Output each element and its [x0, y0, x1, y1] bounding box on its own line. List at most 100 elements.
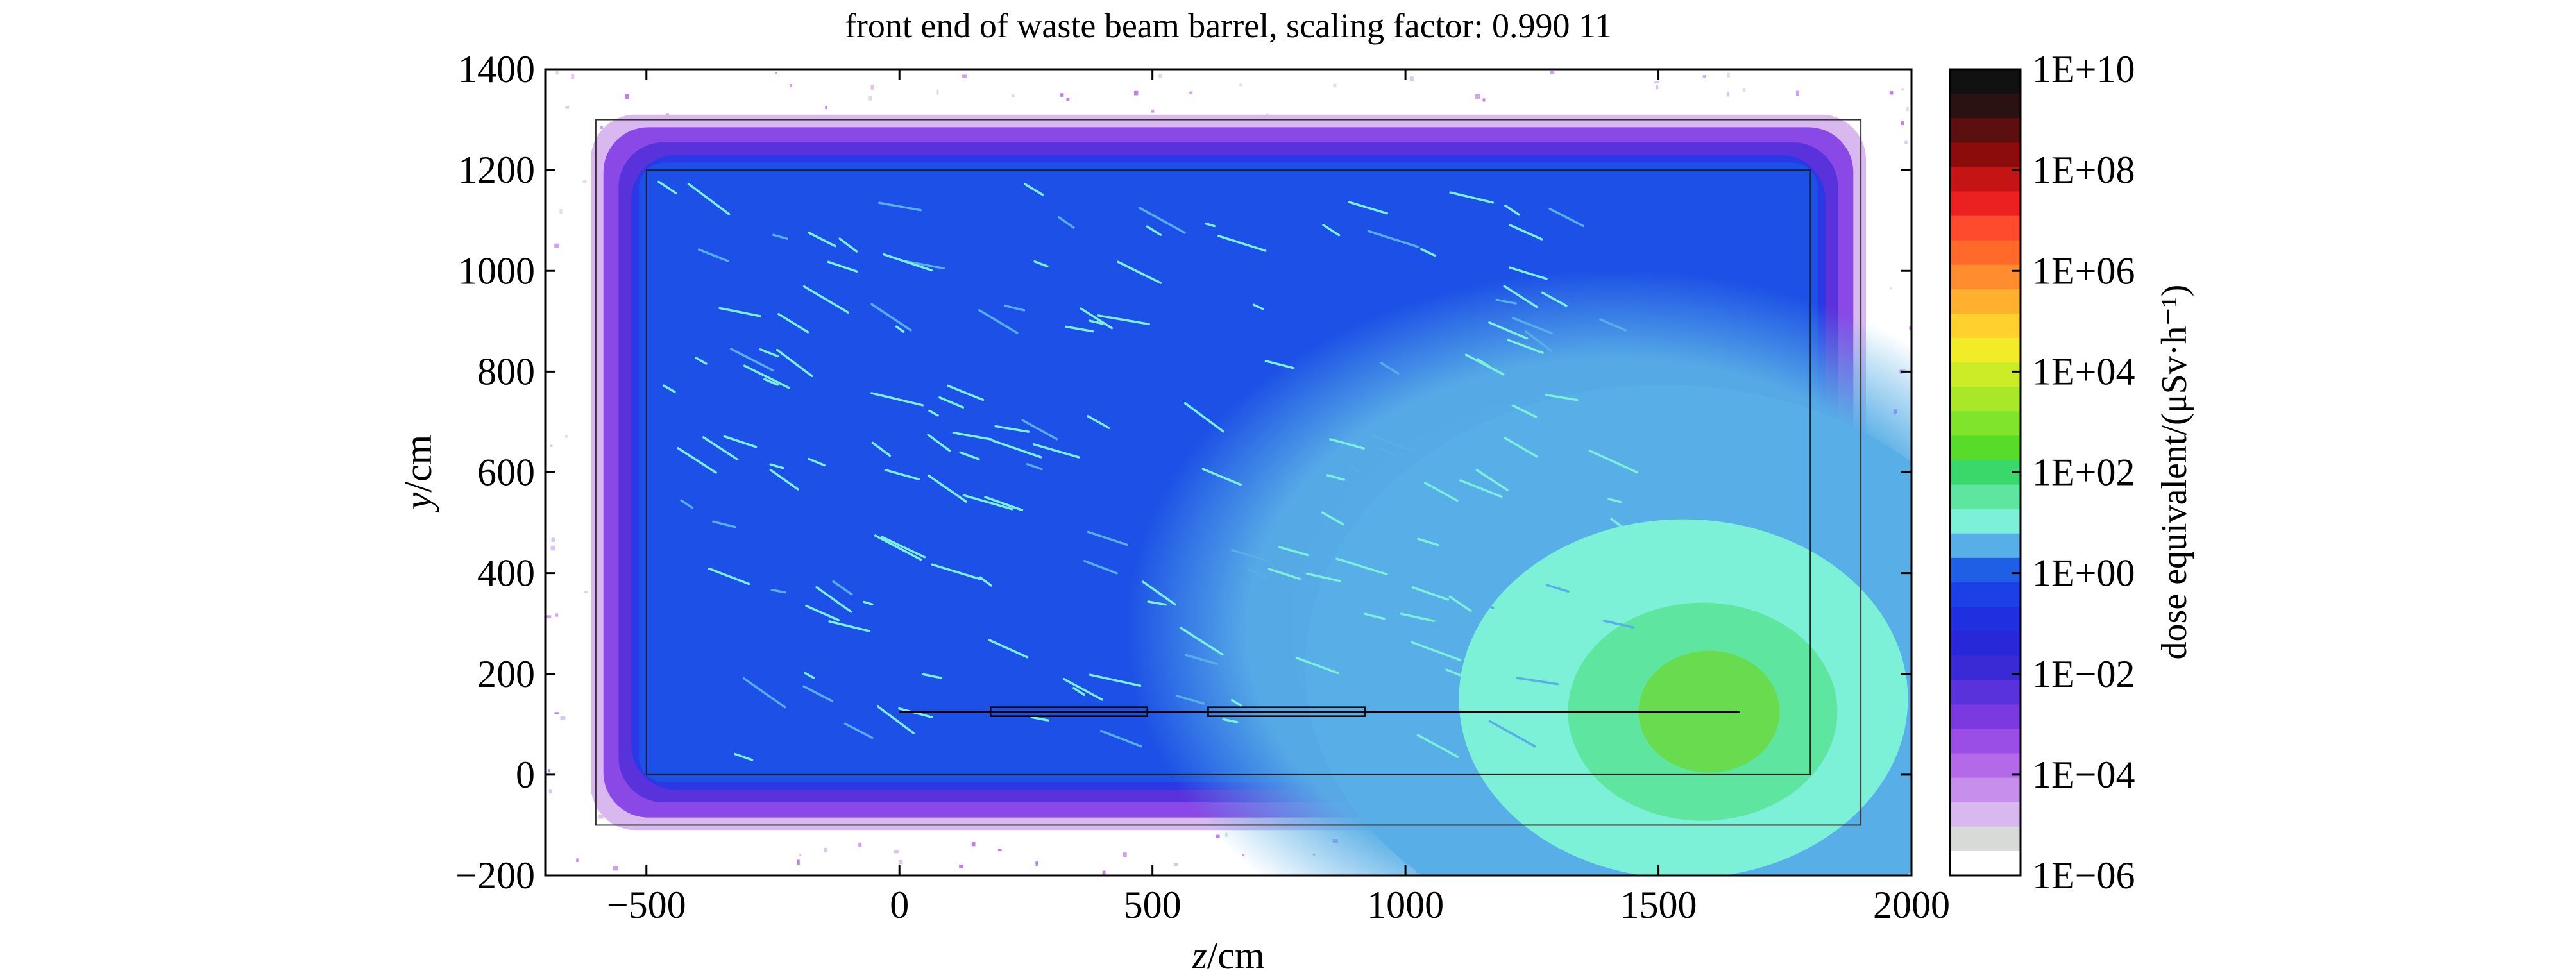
ray-streak: [838, 237, 858, 253]
colorbar: 1E+10 1E+08 1E+06 1E+04 1E+02 1E+00 1E−02 1E−04…: [1949, 48, 2135, 897]
ray-streak: [1184, 654, 1219, 665]
ray-streak: [1321, 511, 1344, 526]
speckle-cell: [797, 859, 800, 865]
speckle-cell: [565, 106, 570, 109]
ray-streak: [775, 348, 813, 378]
ray-streak: [832, 580, 853, 596]
ray-streak: [1117, 260, 1162, 284]
speckle-cell: [1151, 109, 1155, 113]
ray-streak: [883, 253, 933, 272]
colorbar-tick-label: 1E+06: [2032, 249, 2135, 292]
ray-streak: [843, 722, 874, 739]
colorbar-swatch: [1950, 411, 2021, 436]
ray-streak: [1420, 248, 1436, 257]
speckle-cell: [1906, 106, 1909, 112]
ray-streak: [877, 705, 915, 734]
ray-streak: [1267, 568, 1301, 580]
y-tick-label: 1000: [458, 249, 535, 292]
speckle-cell: [1174, 863, 1178, 866]
speckle-cell: [1656, 85, 1659, 89]
colorbar-swatch: [1950, 142, 2021, 167]
speckle-cell: [1904, 140, 1908, 144]
ray-streak: [662, 384, 676, 393]
ray-streak: [1448, 595, 1472, 612]
colorbar-swatch: [1950, 94, 2021, 119]
speckle-cell: [554, 243, 559, 248]
speckle-cell: [560, 716, 566, 720]
ray-streak: [1529, 627, 1543, 636]
speckle-cell: [548, 769, 550, 773]
speckle-cell: [1409, 76, 1414, 81]
speckle-cell: [1035, 861, 1038, 866]
ray-streak: [1389, 552, 1419, 566]
ray-streak: [1335, 557, 1388, 576]
y-tick-label: 1200: [458, 149, 535, 191]
speckle-cell: [584, 591, 588, 593]
ray-streak: [827, 260, 858, 273]
ray-streak: [1588, 450, 1638, 474]
ray-streak: [1507, 339, 1544, 354]
ray-streak: [1088, 319, 1104, 325]
speckle-cell: [894, 850, 899, 854]
ray-streak: [1306, 572, 1341, 582]
ray-streak: [687, 183, 731, 215]
speckle-cell: [1066, 98, 1070, 101]
ray-streak: [1476, 358, 1491, 368]
speckle-cell: [1889, 91, 1894, 95]
speckle-cell: [971, 841, 976, 847]
plot-area: [545, 69, 1911, 875]
speckle-cell: [1742, 88, 1746, 92]
ray-streak: [952, 431, 993, 441]
ray-streak: [770, 588, 786, 594]
ray-streak: [1449, 191, 1495, 204]
ray-streak: [730, 348, 774, 372]
ray-streak: [1524, 330, 1552, 352]
speckle-cell: [1012, 94, 1015, 97]
speckle-cell: [1727, 72, 1730, 78]
x-axis-label: z/cm: [1191, 934, 1264, 977]
ray-streak: [938, 396, 965, 409]
speckle-cell: [1060, 93, 1064, 97]
x-axis-var: z: [1191, 934, 1207, 977]
ray-streak: [1516, 677, 1559, 686]
speckle-cell: [962, 74, 967, 78]
ray-streak: [777, 313, 809, 334]
speckle-cell: [997, 849, 1002, 852]
x-tick-label: 1000: [1367, 884, 1444, 926]
ray-streak: [718, 307, 761, 317]
ray-streak: [1416, 734, 1459, 758]
colorbar-tick-label: 1E+02: [2032, 452, 2135, 494]
ray-streak: [1509, 266, 1548, 280]
speckle-cell: [1909, 325, 1911, 330]
ray-streak: [1080, 307, 1114, 330]
ray-streak: [1607, 498, 1622, 503]
ray-streak: [1377, 446, 1397, 457]
speckle-cell: [555, 613, 559, 617]
x-axis: −500 0 500 1000 1500 2000: [607, 69, 1950, 926]
ray-streak: [870, 392, 924, 407]
ray-streak: [808, 231, 836, 248]
speckle-cell: [1702, 75, 1706, 78]
ray-streak: [1602, 620, 1635, 629]
ray-streak: [1062, 678, 1103, 701]
ray-streak: [1504, 204, 1520, 216]
speckle-cell: [870, 85, 874, 90]
ray-streak: [1348, 201, 1388, 215]
ray-streak: [1231, 549, 1271, 563]
speckle-cell: [1102, 870, 1106, 875]
ray-streak: [984, 496, 1024, 512]
ray-streak: [979, 576, 992, 587]
x-tick-label: 500: [1124, 884, 1182, 926]
ray-streak: [697, 248, 729, 262]
ray-streak: [742, 677, 786, 709]
speckle-cell: [613, 866, 618, 871]
y-tick-label: 0: [516, 754, 535, 796]
ray-streak: [734, 752, 754, 761]
ray-streak: [1180, 627, 1224, 656]
ray-streak: [898, 707, 933, 718]
ray-streak: [828, 620, 870, 632]
speckle-cell: [936, 89, 939, 95]
ray-streak: [1610, 518, 1647, 546]
ray-streak: [1511, 404, 1538, 418]
colorbar-swatch: [1950, 362, 2021, 387]
